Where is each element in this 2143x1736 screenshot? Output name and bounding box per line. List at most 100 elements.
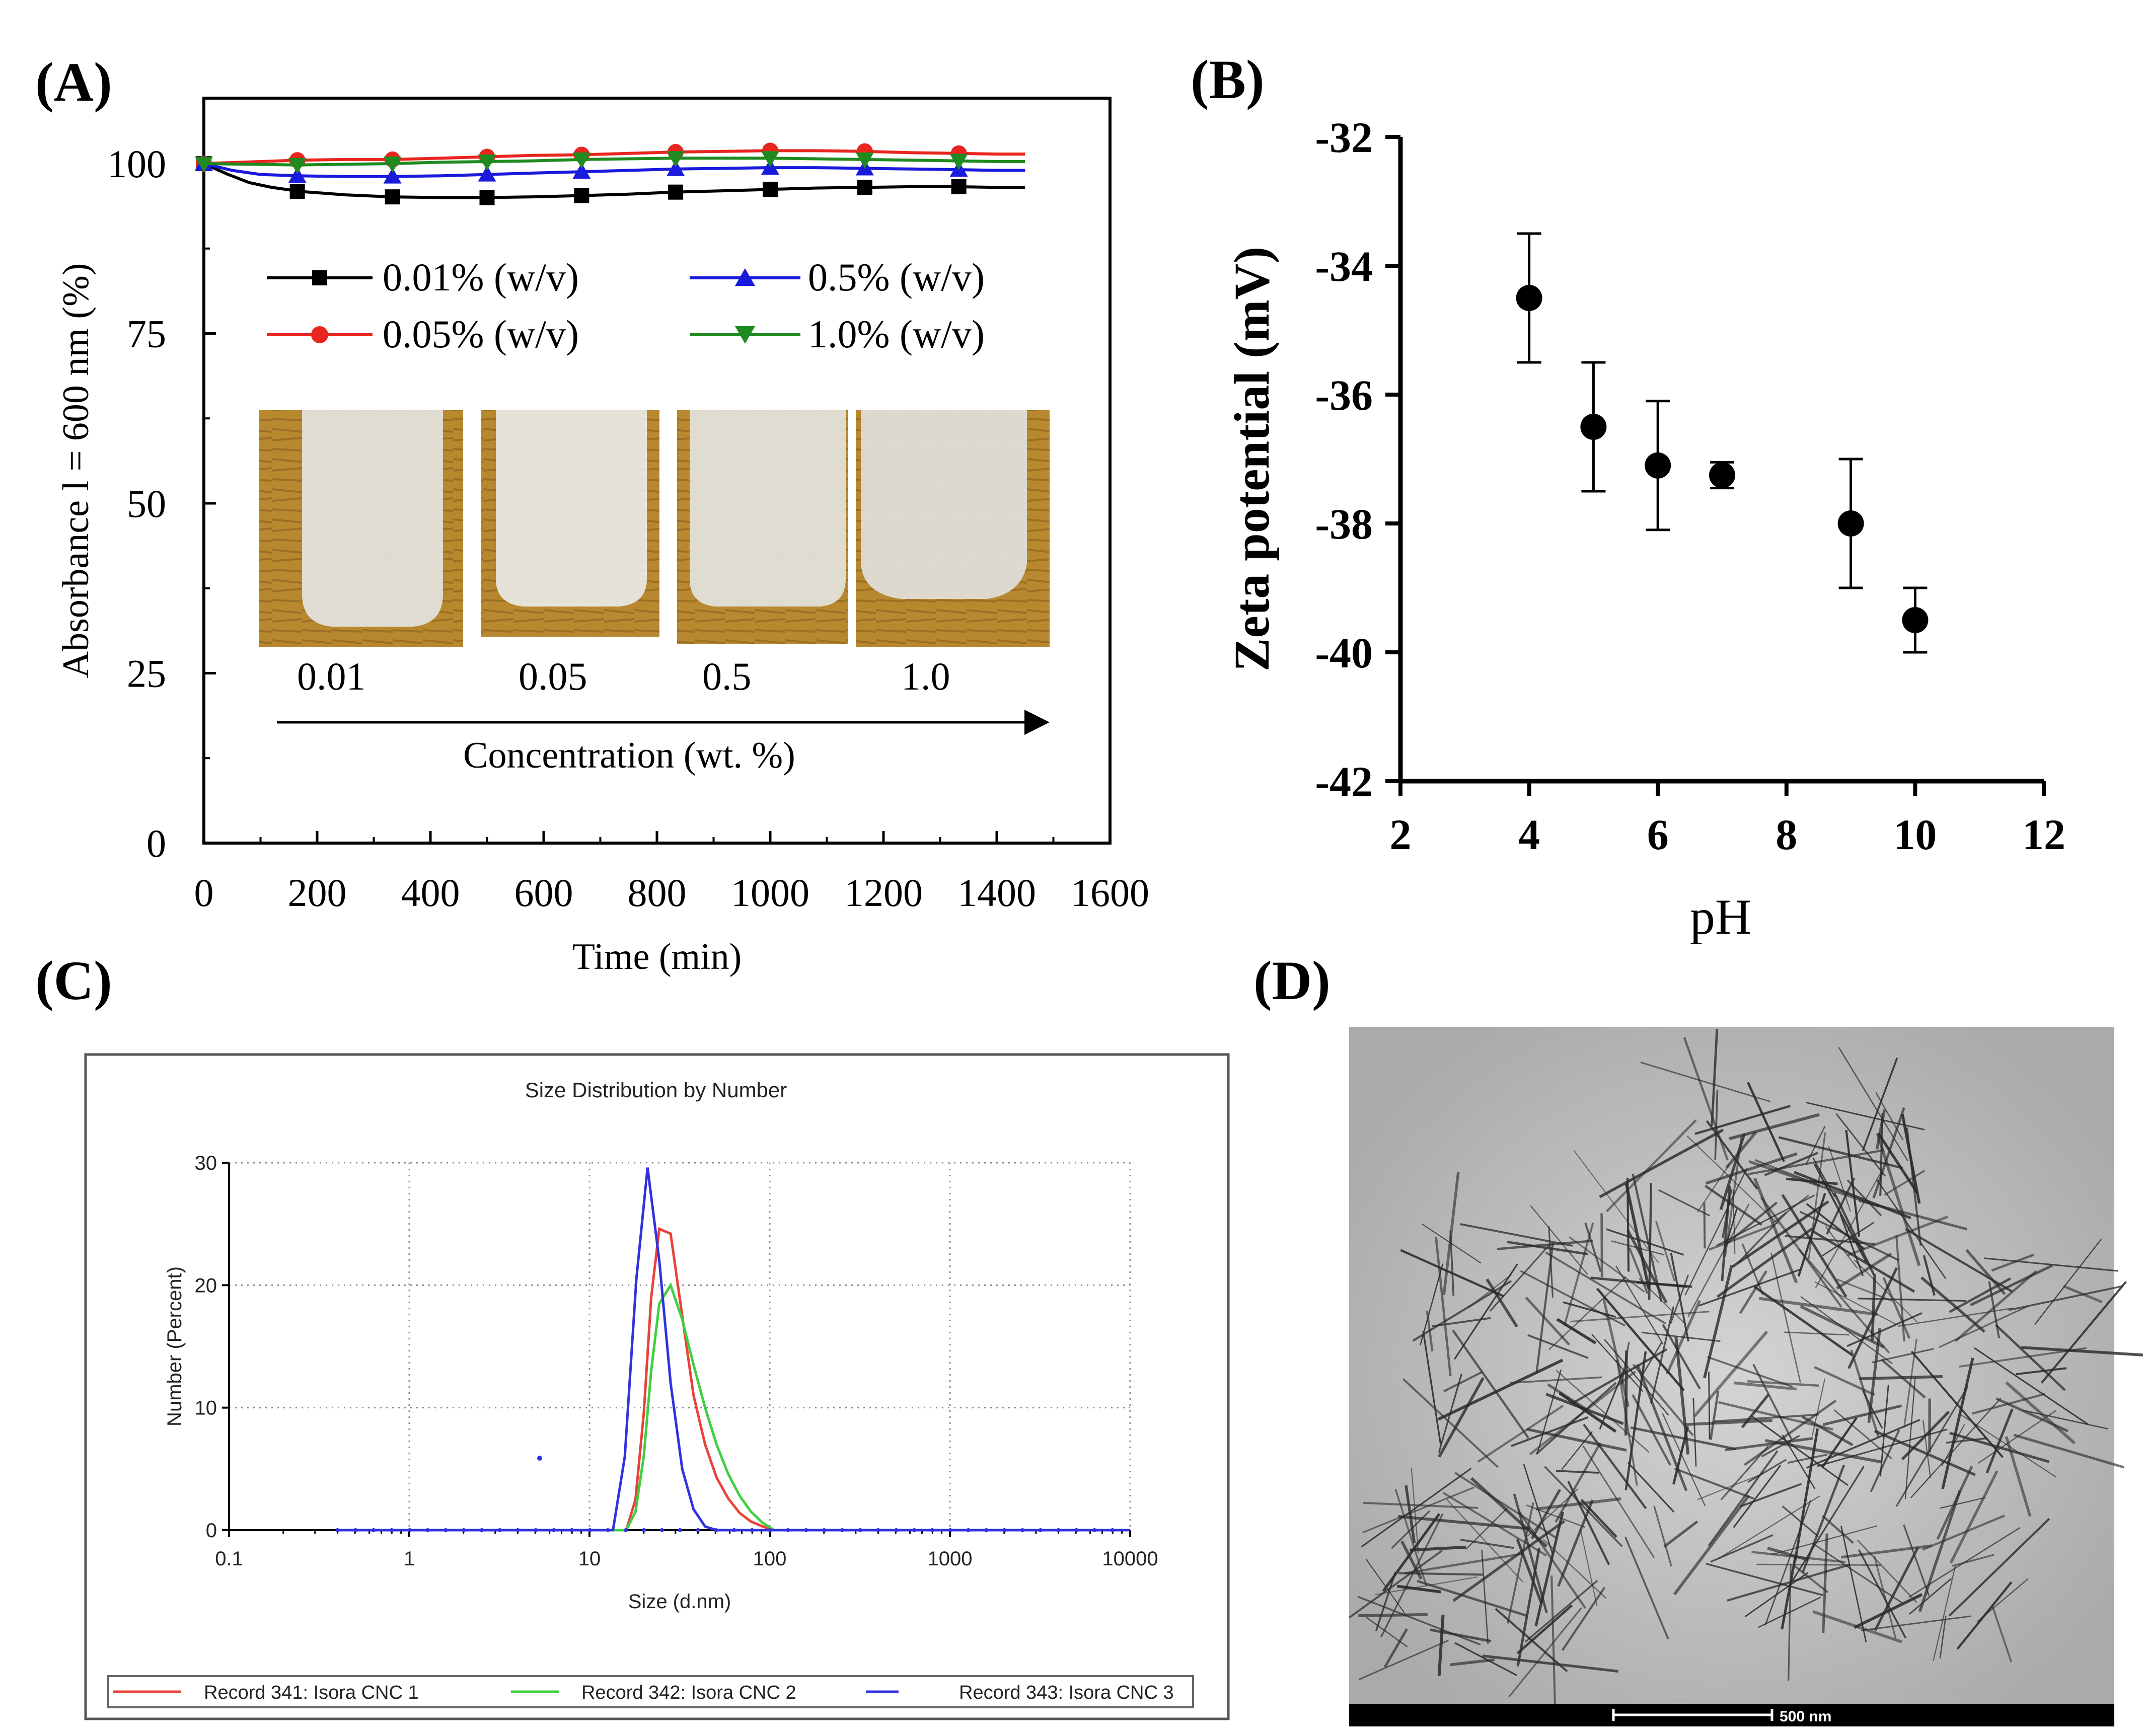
tem-fiber (1814, 1366, 1875, 1396)
panel-c: (C) Size Distribution by Number 0.1 1 10 10… (35, 950, 1230, 1720)
tem-fiber (1662, 1413, 1706, 1506)
vial-2-tube (496, 410, 647, 607)
tem-fiber (1991, 1605, 2012, 1663)
tem-fiber (1640, 1342, 1662, 1378)
tem-fiber (2041, 1281, 2127, 1384)
tem-fiber (1857, 1539, 1917, 1603)
tem-fiber (1725, 1437, 1813, 1452)
tem-fiber (1800, 1305, 1885, 1349)
a-xtick-label: 200 (288, 871, 347, 915)
tem-fiber (1873, 1555, 1897, 1639)
c-baseline-dot (372, 1528, 376, 1532)
tem-fiber (1495, 1608, 1568, 1673)
panel-a: (A) 0 200 400 600 800 1000 1200 1400 1600 0 25 50 75… (35, 51, 1149, 977)
tem-fiber (1761, 1435, 1800, 1458)
panel-b-points (1516, 232, 1929, 654)
tem-fiber (1781, 1555, 1797, 1630)
panel-a-label: (A) (35, 51, 112, 113)
tem-fiber (1443, 1371, 1483, 1393)
tem-fiber (1814, 1281, 1896, 1325)
panel-d-label: (D) (1253, 950, 1331, 1011)
tem-fiber (1630, 1426, 1736, 1451)
panel-a-ticks: 0 200 400 600 800 1000 1200 1400 1600 0 25 50 75 100 (107, 142, 1149, 915)
c-xtick-label: 10 (578, 1548, 601, 1570)
tem-fiber (1513, 1493, 1548, 1614)
tem-fiber (1821, 1515, 1854, 1544)
tem-fiber (1716, 1227, 1813, 1298)
tem-fiber (1876, 1179, 1947, 1279)
tem-fiber (1542, 1539, 1606, 1599)
tem-fiber (1411, 1467, 1419, 1553)
tem-fiber (1732, 1200, 1829, 1268)
tem-fiber (1753, 1177, 1798, 1284)
tem-fiber (1523, 1464, 1554, 1554)
tem-fiber (1839, 1214, 1864, 1276)
tem-fiber (1747, 1082, 1786, 1162)
tem-fiber (1787, 1453, 1828, 1464)
c-xtick-label: 10000 (1102, 1548, 1158, 1570)
a-series-line-2 (203, 162, 1025, 178)
tem-fiber (1555, 1442, 1601, 1523)
c-baseline-dot (624, 1528, 628, 1532)
tem-fiber (1909, 1577, 1952, 1615)
tem-fiber (1722, 1189, 1733, 1238)
tem-fiber (1756, 1563, 1881, 1566)
tem-fiber (1991, 1253, 2034, 1272)
a-xtick-label: 1000 (731, 871, 809, 915)
tem-fiber (1605, 1228, 1684, 1256)
panel-c-frame (84, 1053, 1230, 1720)
tem-fiber (1808, 1132, 1826, 1259)
tem-fiber (1770, 1252, 1801, 1383)
tem-fiber (2005, 1436, 2032, 1517)
a-square-marker (668, 184, 684, 200)
tem-fiber (1686, 1136, 1779, 1225)
vial-photos-inset (259, 410, 1050, 647)
tem-fiber (1995, 1324, 2066, 1391)
b-data-point (1516, 285, 1542, 311)
tem-fiber (1784, 1331, 1850, 1336)
b-xtick-label: 2 (1390, 810, 1412, 859)
tem-fiber (1753, 1286, 1854, 1356)
b-ytick-label: -36 (1315, 371, 1373, 419)
tem-fiber (1548, 1226, 1554, 1298)
tem-fiber (1922, 1515, 2005, 1551)
tem-fiber (1764, 1152, 1818, 1176)
tem-fiber (2016, 1367, 2067, 1376)
tem-fiber (1655, 1221, 1676, 1281)
panel-b-ticks: 2 4 6 8 10 12 -42 -40 -38 -36 -34 -32 (1315, 113, 2065, 859)
tem-fiber (1879, 1113, 1884, 1196)
panel-b-label: (B) (1191, 49, 1265, 110)
tem-fiber (1405, 1485, 1416, 1544)
c-baseline-dot (552, 1528, 556, 1532)
tem-fiber (1954, 1270, 2037, 1342)
panel-d: (D) 500 nm (1253, 950, 2143, 1726)
a-square-marker (951, 179, 967, 194)
tem-fiber (1936, 1466, 1973, 1540)
tem-fiber (1516, 1604, 1573, 1654)
tem-fiber (1599, 1369, 1625, 1430)
a-square-marker (289, 184, 305, 199)
tem-fiber (1524, 1579, 1598, 1643)
panel-c-series (335, 1167, 1130, 1532)
tem-fiber (1527, 1334, 1589, 1359)
tem-fiber (1698, 1268, 1801, 1307)
tem-fiber (1974, 1347, 2089, 1425)
c-baseline-dot (984, 1528, 989, 1532)
tem-fiber (1683, 1037, 1729, 1161)
tem-fiber (1662, 1324, 1701, 1390)
tem-fiber (1632, 1364, 1694, 1437)
a-square-marker (385, 189, 400, 205)
c-baseline-dot (606, 1528, 610, 1532)
a-triangle-up-marker (572, 163, 591, 179)
tem-fiber (1923, 1255, 1936, 1296)
tem-nanocrystal-fibers (1348, 1028, 2143, 1705)
panel-b-xlabel: pH (1690, 889, 1751, 945)
tem-fiber (1527, 1488, 1579, 1537)
tem-fiber (1740, 1483, 1802, 1507)
tem-fiber (1616, 1360, 1638, 1486)
vial-4-tube (861, 410, 1027, 599)
tem-fiber (1453, 1263, 1518, 1360)
tem-fiber (1815, 1172, 1882, 1289)
tem-fiber (1348, 1550, 1443, 1619)
